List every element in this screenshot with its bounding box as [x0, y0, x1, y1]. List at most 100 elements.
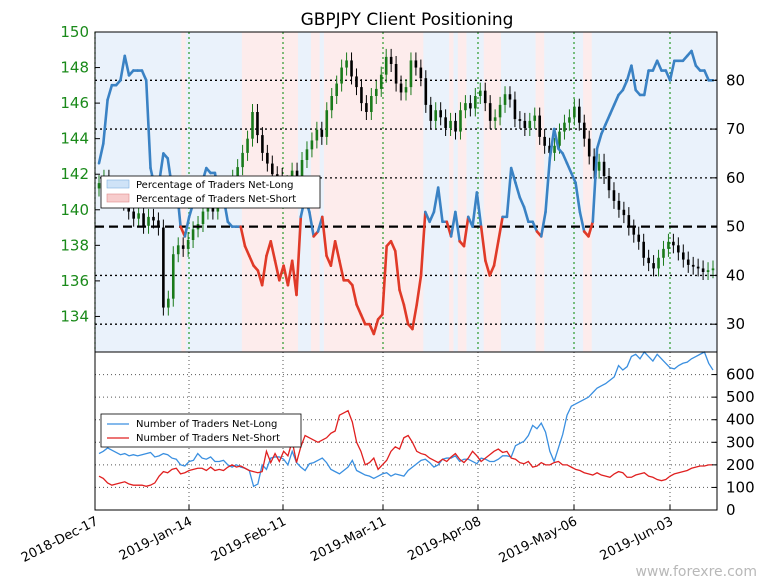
sentiment-segment	[351, 283, 358, 306]
candle-body	[162, 227, 165, 308]
sentiment-segment	[595, 132, 603, 150]
count-tick-label: 300	[726, 433, 755, 451]
sentiment-band	[660, 32, 666, 352]
candle-body	[429, 104, 433, 121]
candle-body	[701, 268, 705, 272]
sentiment-band	[406, 32, 411, 352]
candle-body	[538, 115, 541, 137]
sentiment-band	[427, 32, 433, 352]
sentiment-band	[397, 32, 403, 352]
sentiment-segment	[269, 239, 277, 263]
candle-body	[137, 213, 140, 219]
sentiment-band	[462, 32, 468, 352]
candle-body	[360, 87, 363, 104]
candle-body	[711, 268, 715, 271]
trader-count-panel: 0 100 200 300 400 500 600 Number of Traders Ne…	[94, 350, 755, 519]
sentiment-segment	[359, 313, 367, 326]
sentiment-band	[479, 32, 485, 352]
sentiment-segment	[355, 303, 363, 316]
sentiment-band	[600, 32, 606, 352]
count-tick-label: 600	[726, 366, 755, 384]
candle-body	[612, 190, 616, 201]
sentiment-segment	[398, 288, 406, 306]
sentiment-band	[704, 32, 709, 352]
sentiment-band	[496, 32, 502, 352]
candle-body	[330, 96, 334, 111]
candle-body	[191, 229, 195, 240]
candle-body	[271, 163, 274, 175]
count-tick-label: 200	[726, 456, 755, 474]
sentiment-band	[354, 32, 360, 352]
sentiment-band	[695, 32, 701, 352]
candle-body	[434, 110, 438, 121]
candle-body	[444, 117, 447, 128]
sentiment-band	[466, 32, 472, 352]
sentiment-segment	[518, 196, 526, 209]
sentiment-segment	[389, 239, 397, 253]
sentiment-band	[647, 32, 653, 352]
sentiment-band	[492, 32, 498, 352]
candle-body	[622, 209, 626, 216]
sentiment-segment	[703, 69, 711, 82]
candle-body	[573, 106, 576, 118]
sentiment-band	[626, 32, 632, 352]
legend-label-net-short: Percentage of Traders Net-Short	[136, 194, 296, 205]
sentiment-band	[95, 32, 100, 352]
candle-body	[384, 56, 388, 75]
candle-body	[365, 103, 368, 112]
percent-tick-label: 30	[726, 315, 745, 333]
percent-tick-label: 50	[726, 218, 745, 236]
sentiment-segment	[544, 157, 552, 214]
sentiment-band	[336, 32, 342, 352]
candle-body	[696, 266, 700, 269]
candle-body	[295, 170, 299, 178]
sentiment-segment	[531, 220, 539, 233]
count-tick-label: 500	[726, 388, 755, 406]
candle-body	[132, 211, 135, 219]
sentiment-band	[483, 32, 489, 352]
candle-body	[97, 183, 101, 189]
sentiment-band	[617, 32, 623, 352]
sentiment-band	[552, 32, 558, 352]
sentiment-band	[548, 32, 554, 352]
count-tick-label: 0	[726, 501, 736, 519]
sentiment-band	[513, 32, 519, 352]
sentiment-segment	[140, 69, 148, 82]
sentiment-segment	[338, 259, 346, 282]
sentiment-segment	[320, 215, 328, 258]
sentiment-band	[561, 32, 567, 352]
sentiment-segment	[436, 186, 444, 224]
sentiment-band	[708, 32, 714, 352]
candle-body	[142, 213, 145, 226]
date-tick-label: 2018-Dec-17	[19, 514, 101, 566]
candle-body	[394, 64, 398, 84]
sentiment-segment	[587, 220, 595, 238]
sentiment-band	[358, 32, 364, 352]
sentiment-segment	[239, 225, 247, 248]
candle-body	[315, 129, 319, 141]
date-tick-label: 2019-Jan-14	[117, 514, 195, 564]
sentiment-band	[384, 32, 390, 352]
sentiment-band	[457, 32, 463, 352]
candle-body	[246, 138, 249, 153]
candle-body	[563, 122, 566, 132]
sentiment-band	[401, 32, 407, 352]
candle-body	[602, 161, 606, 176]
candle-body	[533, 115, 537, 121]
candle-body	[627, 215, 631, 228]
net-long-count-line	[98, 350, 714, 488]
sentiment-segment	[522, 205, 530, 224]
sentiment-segment	[651, 59, 659, 72]
date-tick-label: 2019-May-06	[497, 514, 580, 566]
candle-body	[578, 106, 581, 123]
candle-body	[558, 131, 561, 146]
candle-body	[488, 103, 492, 121]
sentiment-segment	[578, 210, 586, 233]
candle-body	[513, 99, 517, 120]
sentiment-band	[578, 32, 584, 352]
sentiment-band	[686, 32, 692, 352]
sentiment-segment	[514, 181, 522, 199]
candle-body	[251, 112, 254, 139]
candle-body	[647, 257, 650, 264]
sentiment-segment	[497, 215, 504, 243]
